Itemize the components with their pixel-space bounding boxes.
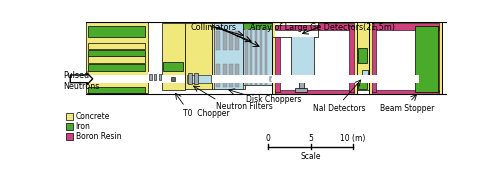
Bar — [88, 26, 146, 37]
Bar — [372, 26, 376, 92]
Text: Boron Resin: Boron Resin — [76, 132, 121, 141]
Bar — [275, 90, 354, 94]
Bar — [185, 23, 212, 89]
Bar — [212, 23, 244, 89]
Bar — [216, 64, 220, 87]
Bar — [275, 25, 318, 29]
Bar — [275, 24, 354, 92]
Bar — [150, 74, 152, 80]
Bar — [254, 29, 257, 85]
Bar — [368, 75, 419, 83]
FancyArrow shape — [70, 73, 92, 84]
Bar — [275, 24, 318, 37]
Bar — [186, 75, 210, 83]
Text: Iron: Iron — [76, 122, 90, 131]
Bar — [148, 72, 162, 83]
Bar — [357, 75, 368, 83]
Bar — [299, 80, 304, 91]
Bar — [88, 64, 146, 71]
Bar — [216, 31, 220, 50]
Bar — [154, 74, 156, 80]
Bar — [188, 73, 192, 84]
Bar — [372, 23, 439, 29]
Bar — [162, 75, 185, 83]
Bar — [260, 29, 262, 85]
Bar — [229, 64, 233, 87]
Bar — [171, 76, 175, 81]
Bar — [194, 73, 198, 84]
Bar — [275, 23, 354, 29]
Bar — [368, 22, 442, 94]
Text: Scale: Scale — [300, 152, 321, 161]
Bar — [162, 23, 185, 90]
Bar — [362, 70, 368, 77]
Bar — [223, 31, 227, 50]
Text: 10 (m): 10 (m) — [340, 134, 366, 143]
Bar — [88, 86, 146, 93]
Bar — [158, 74, 161, 80]
Bar — [272, 22, 318, 37]
Bar — [295, 88, 308, 92]
Text: NaI Detectors: NaI Detectors — [313, 104, 366, 113]
Bar — [246, 29, 248, 85]
Bar — [66, 123, 73, 130]
Bar — [88, 43, 146, 49]
Bar — [88, 50, 146, 56]
Bar — [349, 26, 354, 92]
Bar — [86, 22, 148, 93]
Text: Pulsed
Neutrons: Pulsed Neutrons — [64, 71, 100, 90]
Bar — [415, 26, 438, 92]
Bar — [243, 23, 272, 85]
Bar — [372, 24, 439, 92]
Bar — [212, 75, 244, 83]
Bar — [66, 133, 73, 140]
Bar — [229, 31, 233, 50]
Bar — [250, 29, 252, 85]
Bar — [86, 75, 150, 83]
Bar — [66, 113, 73, 120]
Text: Beam Stopper: Beam Stopper — [380, 104, 434, 113]
Bar — [275, 26, 280, 92]
Bar — [358, 80, 367, 89]
Bar — [243, 75, 272, 83]
Text: Concrete: Concrete — [76, 112, 110, 121]
Text: Collimators: Collimators — [190, 23, 236, 32]
Text: Disk Choppers: Disk Choppers — [246, 95, 302, 104]
Bar — [272, 75, 357, 83]
Bar — [236, 64, 239, 87]
Text: Array of Large Ge Detectors(21.5m): Array of Large Ge Detectors(21.5m) — [250, 23, 394, 32]
Text: T0  Chopper: T0 Chopper — [182, 109, 229, 118]
Bar — [291, 35, 314, 81]
Bar — [88, 56, 146, 63]
Bar — [265, 29, 267, 85]
Bar — [272, 22, 357, 94]
Text: Neutron Filters: Neutron Filters — [216, 102, 272, 111]
Bar — [163, 62, 184, 71]
Bar — [357, 22, 368, 90]
Bar — [372, 90, 439, 94]
Text: 0: 0 — [266, 134, 270, 143]
Bar — [62, 22, 450, 96]
Text: 5: 5 — [308, 134, 313, 143]
Bar — [223, 64, 227, 87]
Bar — [436, 26, 439, 92]
Bar — [236, 31, 239, 50]
Bar — [243, 23, 272, 29]
Bar — [214, 23, 243, 89]
Bar — [358, 48, 367, 63]
